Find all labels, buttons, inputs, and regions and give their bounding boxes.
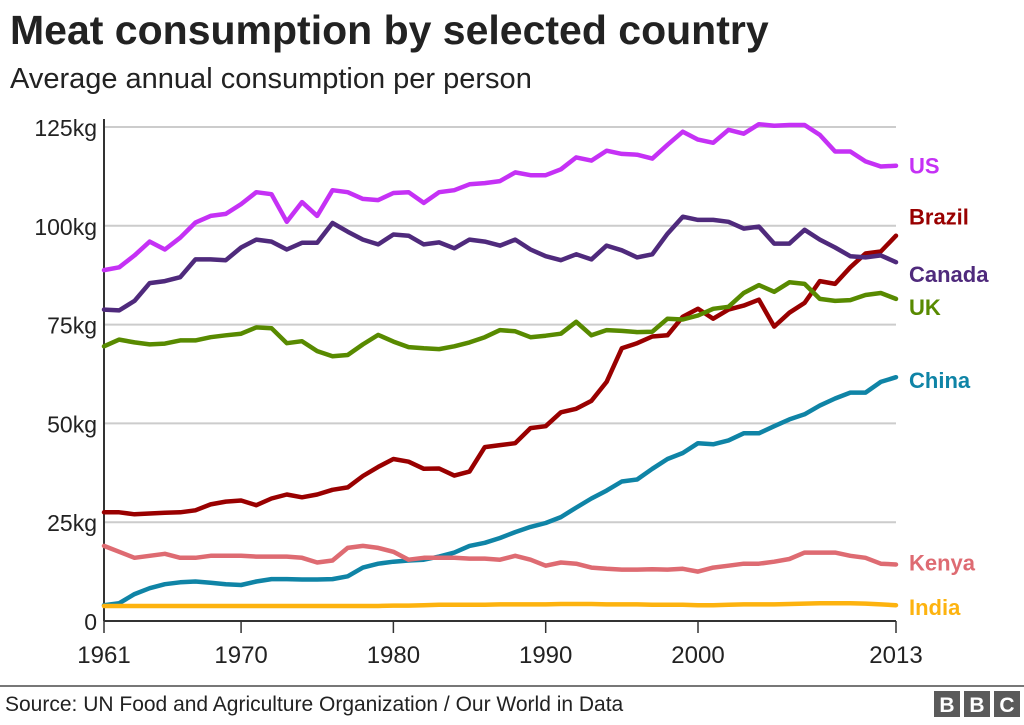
series-labels: US Brazil Canada UK China Kenya India [909, 154, 989, 620]
series-line-india [101, 600, 899, 609]
series-lines [101, 121, 899, 609]
y-tick-label: 50kg [47, 411, 97, 437]
series-line-uk [101, 280, 899, 359]
series-line-canada [101, 214, 899, 313]
x-tick-label: 1990 [519, 642, 572, 669]
series-line-china [101, 374, 899, 608]
x-axis: 1961 1970 1980 1990 2000 2013 [77, 620, 923, 669]
x-tick-label: 2013 [869, 642, 922, 669]
series-line-us [101, 121, 899, 273]
series-label-canada: Canada [909, 262, 989, 287]
series-label-uk: UK [909, 295, 941, 320]
series-line-brazil [101, 233, 899, 517]
x-tick-label: 1961 [77, 642, 130, 669]
series-line-kenya [101, 543, 899, 574]
y-tick-label: 75kg [47, 313, 97, 339]
y-tick-label: 25kg [47, 510, 97, 536]
chart-title: Meat consumption by selected country [10, 7, 769, 53]
y-tick-label: 100kg [34, 214, 97, 240]
svg-text:B: B [939, 694, 954, 717]
grid [104, 126, 896, 524]
source-note: Source: UN Food and Agriculture Organiza… [5, 693, 624, 716]
series-label-kenya: Kenya [909, 550, 976, 575]
y-tick-label: 125kg [34, 115, 97, 141]
series-label-china: China [909, 368, 971, 393]
y-tick-label: 0 [84, 609, 97, 635]
x-tick-label: 2000 [671, 642, 724, 669]
svg-text:B: B [969, 694, 984, 717]
x-tick-label: 1980 [367, 642, 420, 669]
svg-text:C: C [999, 694, 1014, 717]
series-label-us: US [909, 154, 940, 179]
bbc-logo: B B C [934, 691, 1020, 717]
x-tick-label: 1970 [214, 642, 267, 669]
series-label-brazil: Brazil [909, 205, 969, 230]
series-label-india: India [909, 595, 961, 620]
chart-subtitle: Average annual consumption per person [10, 63, 532, 95]
y-axis: 0 25kg 50kg 75kg 100kg 125kg [34, 115, 105, 635]
